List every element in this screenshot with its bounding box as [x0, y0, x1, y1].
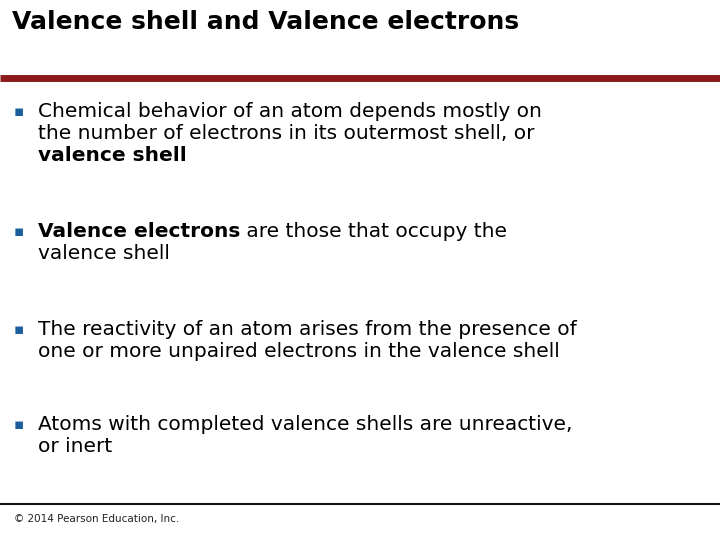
- Text: valence shell: valence shell: [38, 146, 186, 165]
- Text: one or more unpaired electrons in the valence shell: one or more unpaired electrons in the va…: [38, 342, 559, 361]
- Text: ▪: ▪: [14, 322, 24, 338]
- Text: Valence shell and Valence electrons: Valence shell and Valence electrons: [12, 10, 519, 34]
- Text: © 2014 Pearson Education, Inc.: © 2014 Pearson Education, Inc.: [14, 514, 179, 524]
- Text: ▪: ▪: [14, 225, 24, 239]
- Text: valence shell: valence shell: [38, 244, 170, 263]
- Text: or inert: or inert: [38, 437, 112, 456]
- Text: ▪: ▪: [14, 104, 24, 119]
- Text: Atoms with completed valence shells are unreactive,: Atoms with completed valence shells are …: [38, 415, 572, 434]
- Text: ▪: ▪: [14, 417, 24, 433]
- Text: Chemical behavior of an atom depends mostly on: Chemical behavior of an atom depends mos…: [38, 102, 542, 121]
- Text: Valence electrons: Valence electrons: [38, 222, 240, 241]
- Text: The reactivity of an atom arises from the presence of: The reactivity of an atom arises from th…: [38, 320, 577, 339]
- Text: the number of electrons in its outermost shell, or: the number of electrons in its outermost…: [38, 124, 534, 143]
- Text: are those that occupy the: are those that occupy the: [240, 222, 508, 241]
